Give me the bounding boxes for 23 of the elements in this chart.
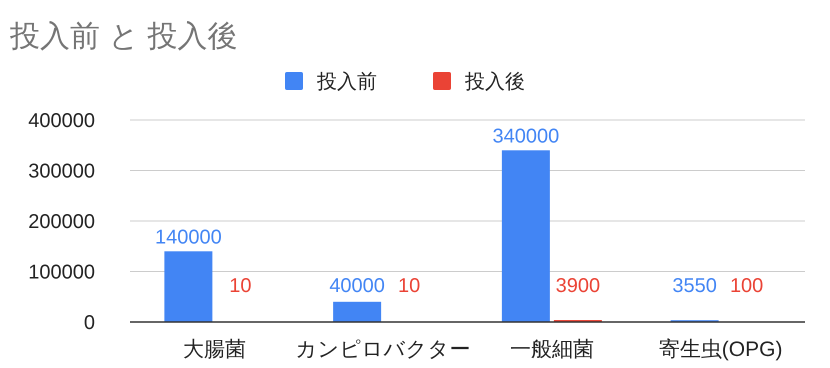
bar <box>164 251 212 322</box>
y-tick-label: 400000 <box>28 110 95 132</box>
data-label: 100 <box>730 275 764 297</box>
legend-label: 投入前 <box>316 71 377 93</box>
y-tick-label: 200000 <box>28 211 95 233</box>
data-label: 3900 <box>556 275 600 297</box>
x-tick-label: 一般細菌 <box>510 338 594 361</box>
bar <box>502 150 550 322</box>
data-label: 3550 <box>672 275 717 297</box>
y-tick-label: 300000 <box>28 160 95 182</box>
x-tick-label: 大腸菌 <box>182 338 246 361</box>
x-tick-label: 寄生虫(OPG) <box>658 338 782 361</box>
legend-label: 投入後 <box>464 71 525 93</box>
y-tick-label: 0 <box>84 312 95 334</box>
data-label: 340000 <box>492 125 560 148</box>
x-tick-label: カンピロバクター <box>296 338 471 361</box>
data-label: 140000 <box>155 226 222 248</box>
bar <box>333 302 382 322</box>
data-label: 10 <box>229 275 252 297</box>
data-label: 40000 <box>329 275 385 297</box>
data-label: 10 <box>398 275 420 297</box>
chart-title: 投入前 と 投入後 <box>9 20 238 53</box>
y-tick-label: 100000 <box>28 262 95 284</box>
